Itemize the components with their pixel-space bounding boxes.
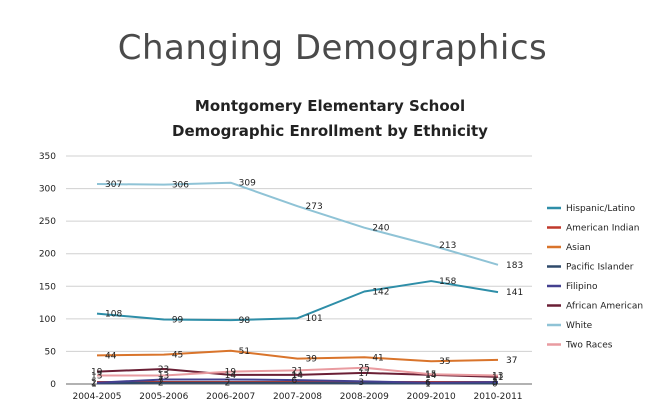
y-tick-label: 150 bbox=[39, 282, 56, 292]
data-label: 158 bbox=[439, 277, 456, 287]
data-label: 14 bbox=[225, 371, 237, 381]
data-label: 6 bbox=[292, 376, 298, 386]
gridlines bbox=[66, 155, 532, 385]
data-label: 14 bbox=[425, 371, 437, 381]
y-tick-label: 50 bbox=[45, 347, 57, 357]
data-label: 37 bbox=[506, 356, 517, 366]
data-label: 21 bbox=[292, 366, 303, 376]
data-label: 2 bbox=[91, 379, 97, 389]
data-label: 2 bbox=[158, 379, 164, 389]
data-label: 17 bbox=[358, 369, 369, 379]
series-line bbox=[96, 378, 499, 384]
data-label: 13 bbox=[492, 372, 503, 382]
chart-title-line-1: Montgomery Elementary School bbox=[194, 97, 466, 115]
data-label: 35 bbox=[439, 357, 450, 367]
data-label: 45 bbox=[172, 351, 183, 361]
data-label: 7 bbox=[158, 375, 164, 385]
legend: Hispanic/Latino American Indian Asian Pacif… bbox=[547, 204, 643, 351]
y-tick-label: 100 bbox=[39, 315, 56, 325]
data-label: 2 bbox=[225, 379, 231, 389]
data-label: 25 bbox=[358, 364, 369, 374]
legend-label: Two Races bbox=[565, 341, 613, 351]
y-tick-label: 250 bbox=[39, 217, 56, 227]
series-line bbox=[96, 349, 499, 363]
legend-label: White bbox=[566, 321, 593, 331]
data-label: 273 bbox=[306, 202, 323, 212]
data-label: 6 bbox=[425, 379, 431, 389]
data-label: 41 bbox=[372, 353, 383, 363]
x-tick-label: 2004-2005 bbox=[72, 392, 121, 402]
data-label: 307 bbox=[105, 180, 122, 190]
legend-label: Hispanic/Latino bbox=[566, 204, 636, 214]
y-tick-label: 350 bbox=[39, 152, 56, 162]
data-label: 19 bbox=[225, 368, 237, 378]
data-label: 1 bbox=[425, 379, 431, 389]
series-line bbox=[97, 366, 499, 377]
data-label: 19 bbox=[91, 368, 103, 378]
data-label: 213 bbox=[439, 241, 456, 251]
data-label: 13 bbox=[158, 372, 169, 382]
data-label: 0 bbox=[492, 379, 498, 389]
data-label: 3 bbox=[492, 378, 498, 388]
data-label: 15 bbox=[425, 370, 436, 380]
legend-label: Filipino bbox=[566, 282, 598, 292]
chart-title-line-2: Demographic Enrollment by Ethnicity bbox=[172, 122, 488, 140]
y-tick-label: 0 bbox=[50, 380, 56, 390]
x-tick-label: 2009-2010 bbox=[407, 392, 456, 402]
data-label: 11 bbox=[492, 373, 503, 383]
data-label: 1 bbox=[91, 379, 97, 389]
x-tick-label: 2007-2008 bbox=[273, 392, 322, 402]
data-label: 240 bbox=[372, 224, 389, 234]
x-tick-label: 2006-2007 bbox=[206, 392, 255, 402]
data-label: 183 bbox=[506, 261, 523, 271]
data-label: 141 bbox=[506, 288, 523, 298]
legend-label: Pacific Islander bbox=[566, 263, 634, 273]
data-label: 51 bbox=[239, 347, 250, 357]
data-label: 44 bbox=[105, 351, 117, 361]
x-tick-label: 2008-2009 bbox=[340, 392, 389, 402]
data-label: 39 bbox=[306, 355, 318, 365]
data-label: 142 bbox=[372, 287, 389, 297]
data-label: 98 bbox=[239, 316, 251, 326]
slide-title: Changing Demographics bbox=[117, 28, 548, 68]
series-lines bbox=[96, 181, 499, 385]
y-tick-label: 300 bbox=[39, 185, 56, 195]
data-label: 3 bbox=[358, 378, 364, 388]
data-label: 23 bbox=[158, 365, 169, 375]
data-label: 101 bbox=[306, 314, 323, 324]
data-label: 99 bbox=[172, 316, 184, 326]
series-line bbox=[96, 181, 499, 266]
x-tick-label: 2005-2006 bbox=[139, 392, 188, 402]
x-tick-label: 2010-2011 bbox=[473, 392, 522, 402]
legend-label: American Indian bbox=[566, 224, 639, 234]
data-label: 14 bbox=[292, 371, 304, 381]
series-line bbox=[96, 280, 499, 322]
data-label: 108 bbox=[105, 310, 122, 320]
data-label: 306 bbox=[172, 181, 189, 191]
legend-label: African American bbox=[566, 302, 643, 312]
data-label: 13 bbox=[91, 372, 102, 382]
legend-label: Asian bbox=[566, 243, 591, 253]
y-tick-label: 200 bbox=[39, 250, 56, 260]
data-label: 309 bbox=[239, 179, 256, 189]
